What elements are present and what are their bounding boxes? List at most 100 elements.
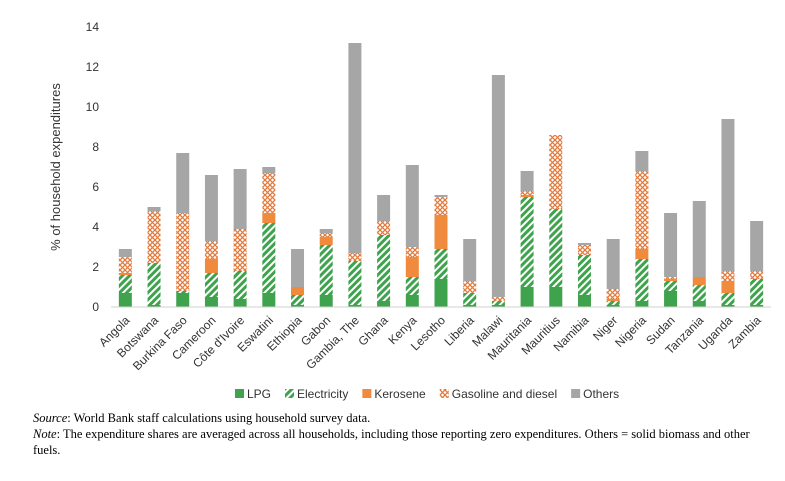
bar-segment-lpg <box>491 305 505 307</box>
bar-segment-kerosene <box>721 281 735 293</box>
bar-segment-lpg <box>664 291 678 307</box>
legend-swatch-kerosene <box>362 389 372 398</box>
bar-segment-others <box>233 169 247 229</box>
bar-segment-gasoline-and-diesel <box>176 213 190 291</box>
bar-segment-others <box>291 249 305 287</box>
y-tick-label: 0 <box>92 300 99 314</box>
bar-segment-electricity <box>549 209 563 287</box>
bars <box>118 43 764 307</box>
bar-segment-gasoline-and-diesel <box>377 221 391 235</box>
bar-segment-lpg <box>348 305 362 307</box>
bar-segment-gasoline-and-diesel <box>233 229 247 271</box>
bar-stack-malawi <box>491 75 505 307</box>
bar-segment-gasoline-and-diesel <box>491 297 505 301</box>
bar-segment-lpg <box>118 293 132 307</box>
bar-segment-electricity <box>377 235 391 301</box>
bar-segment-others <box>176 153 190 213</box>
legend-label-gasoline-and-diesel: Gasoline and diesel <box>452 387 557 401</box>
source-label: Source <box>33 411 68 425</box>
bar-segment-others <box>348 43 362 253</box>
bar-stack-gabon <box>319 229 333 307</box>
bar-segment-gasoline-and-diesel <box>750 271 764 279</box>
bar-segment-others <box>262 167 276 173</box>
bar-stack-mauritania <box>520 171 534 307</box>
bar-segment-electricity <box>118 275 132 293</box>
bar-segment-others <box>434 195 448 197</box>
bar-segment-electricity <box>348 261 362 305</box>
bar-segment-kerosene <box>692 277 706 285</box>
bar-segment-electricity <box>750 279 764 305</box>
bar-segment-electricity <box>176 291 190 293</box>
bar-segment-lpg <box>233 299 247 307</box>
bar-segment-lpg <box>549 287 563 307</box>
bar-segment-kerosene <box>434 215 448 249</box>
bar-segment-others <box>750 221 764 271</box>
bar-segment-gasoline-and-diesel <box>319 233 333 237</box>
bar-segment-gasoline-and-diesel <box>606 289 620 299</box>
bar-segment-lpg <box>176 293 190 307</box>
bar-stack-eswatini <box>262 167 276 307</box>
bar-segment-others <box>721 119 735 271</box>
bar-segment-lpg <box>692 301 706 307</box>
bar-segment-gasoline-and-diesel <box>147 211 161 263</box>
bar-stack-liberia <box>463 239 477 307</box>
bar-stack-namibia <box>577 243 591 307</box>
x-tick-label: Nigeria <box>612 313 649 350</box>
bar-segment-lpg <box>520 287 534 307</box>
bar-stack-ghana <box>377 195 391 307</box>
bar-stack-tanzania <box>692 201 706 307</box>
bar-stack-nigeria <box>635 151 649 307</box>
bar-segment-electricity <box>291 295 305 305</box>
bar-segment-kerosene <box>118 273 132 275</box>
bar-segment-electricity <box>405 277 419 295</box>
bar-segment-gasoline-and-diesel <box>463 281 477 293</box>
legend-swatch-gasoline-and-diesel <box>439 389 449 398</box>
bar-segment-others <box>520 171 534 191</box>
bar-segment-electricity <box>233 271 247 299</box>
bar-stack-sudan <box>664 213 678 307</box>
bar-segment-electricity <box>147 263 161 305</box>
y-tick-label: 6 <box>92 180 99 194</box>
chart-notes: Source: World Bank staff calculations us… <box>33 410 773 458</box>
legend-label-lpg: LPG <box>247 387 271 401</box>
bar-segment-electricity <box>434 249 448 279</box>
bar-stack-niger <box>606 239 620 307</box>
bar-stack-kenya <box>405 165 419 307</box>
bar-segment-kerosene <box>319 237 333 245</box>
bar-segment-gasoline-and-diesel <box>635 171 649 249</box>
source-line: Source: World Bank staff calculations us… <box>33 410 773 426</box>
bar-segment-electricity <box>204 273 218 297</box>
bar-segment-lpg <box>721 305 735 307</box>
bar-segment-gasoline-and-diesel <box>577 245 591 255</box>
bar-segment-gasoline-and-diesel <box>405 247 419 257</box>
bar-stack-gambia-the <box>348 43 362 307</box>
bar-segment-lpg <box>319 295 333 307</box>
bar-segment-others <box>606 239 620 289</box>
bar-segment-lpg <box>405 295 419 307</box>
bar-stack-lesotho <box>434 195 448 307</box>
bar-segment-lpg <box>291 305 305 307</box>
bar-segment-kerosene <box>204 259 218 273</box>
bar-segment-electricity <box>577 255 591 295</box>
bar-stack-zambia <box>750 221 764 307</box>
bar-segment-electricity <box>319 245 333 295</box>
bar-segment-lpg <box>262 293 276 307</box>
y-tick-label: 12 <box>86 60 100 74</box>
bar-segment-kerosene <box>520 195 534 197</box>
y-tick-label: 14 <box>86 20 100 34</box>
bar-segment-gasoline-and-diesel <box>434 197 448 215</box>
bar-segment-gasoline-and-diesel <box>721 271 735 281</box>
bar-segment-electricity <box>692 285 706 301</box>
bar-segment-electricity <box>491 301 505 305</box>
bar-segment-lpg <box>606 305 620 307</box>
bar-segment-others <box>405 165 419 247</box>
x-tick-label: Ghana <box>355 313 391 349</box>
y-tick-label: 4 <box>92 220 99 234</box>
bar-segment-others <box>664 213 678 277</box>
bar-stack-ethiopia <box>291 249 305 307</box>
legend-swatch-electricity <box>285 389 295 398</box>
bar-stack-uganda <box>721 119 735 307</box>
bar-segment-electricity <box>721 293 735 305</box>
